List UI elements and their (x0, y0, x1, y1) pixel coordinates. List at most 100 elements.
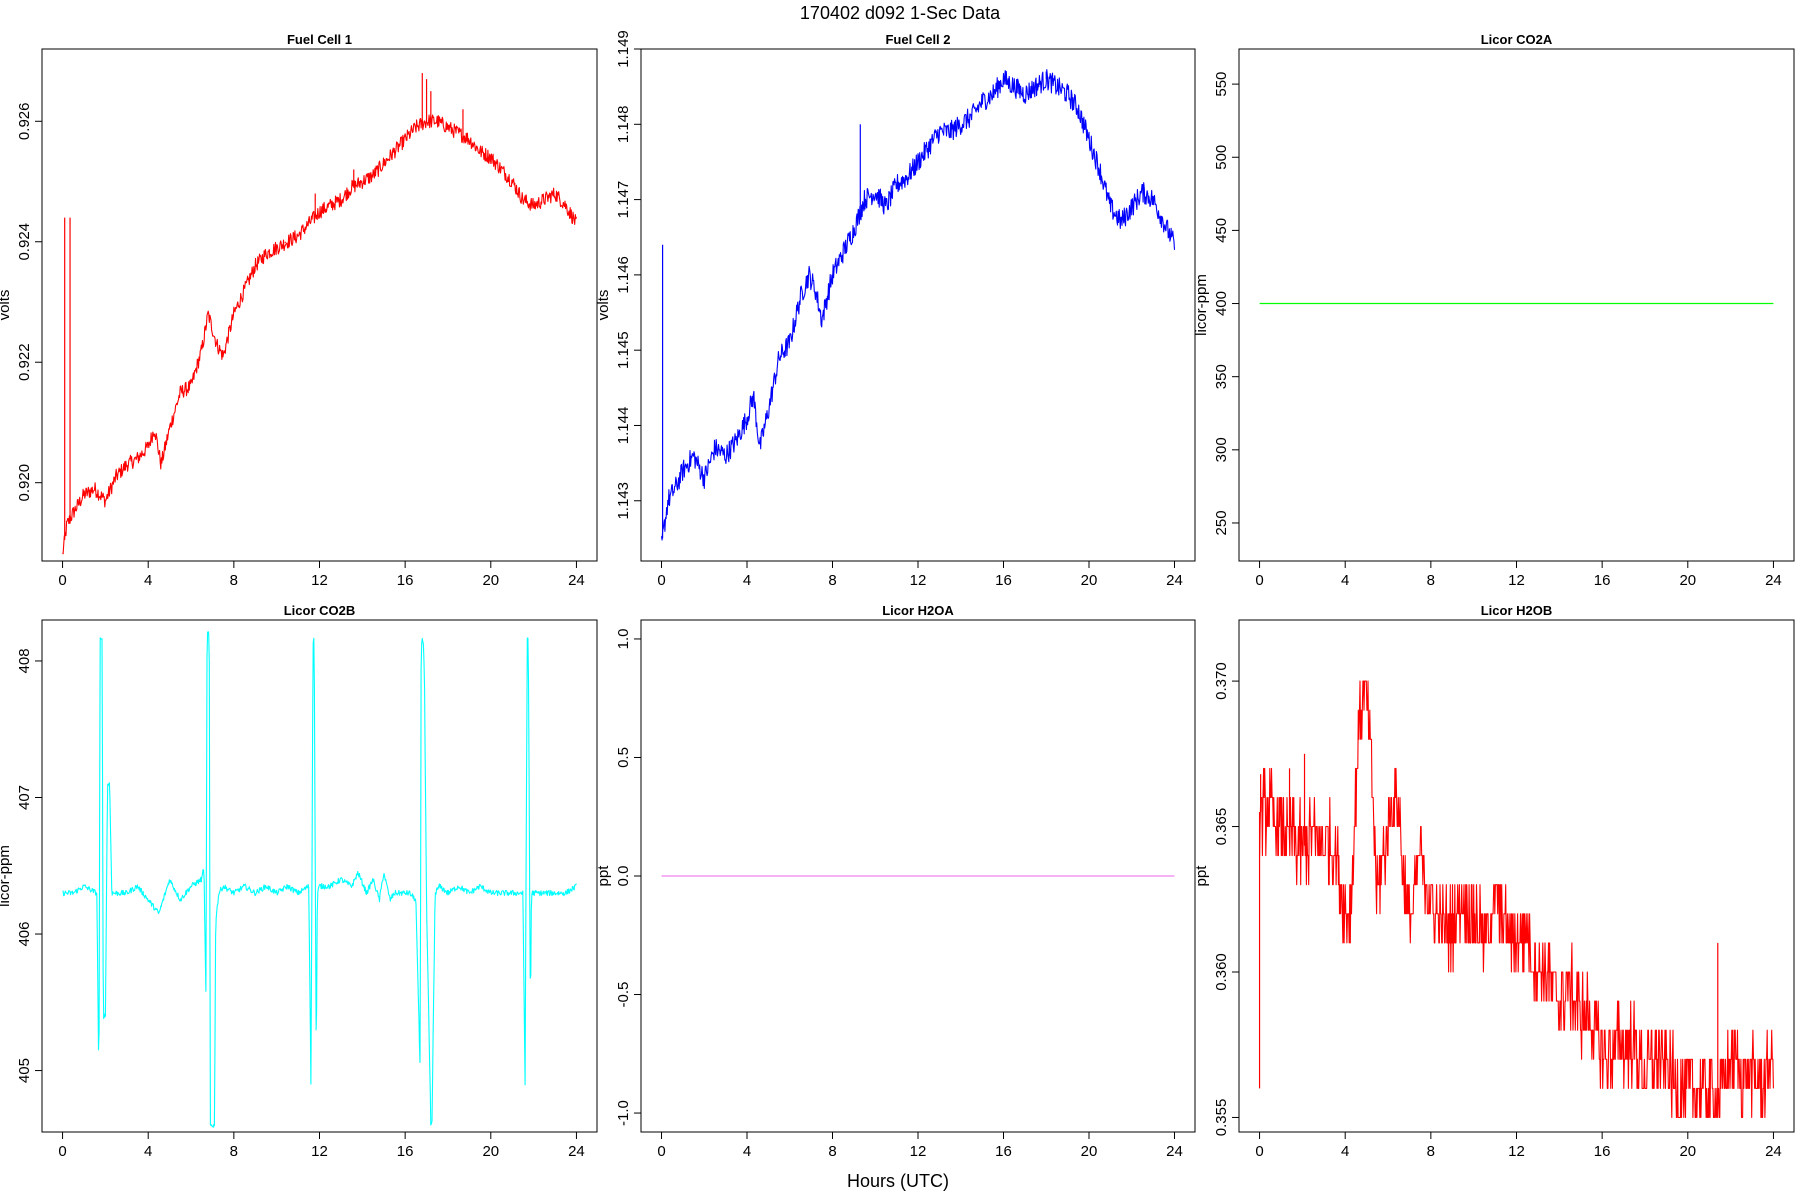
y-tick-label: 550 (1213, 72, 1230, 97)
x-tick-label: 12 (311, 1143, 328, 1160)
x-tick-label: 0 (1255, 1143, 1263, 1160)
x-tick-label: 8 (230, 572, 238, 589)
y-tick-label: 1.146 (615, 256, 632, 294)
panel-title: Licor H2OB (1481, 603, 1553, 618)
x-tick-label: 12 (311, 572, 328, 589)
y-axis-label: volts (0, 290, 13, 321)
y-tick-label: 0.924 (16, 223, 33, 261)
x-tick-label: 4 (1341, 572, 1349, 589)
y-tick-label: 400 (1213, 291, 1230, 316)
x-tick-label: 12 (1508, 572, 1525, 589)
panel-title: Licor CO2A (1481, 32, 1553, 47)
y-tick-label: -1.0 (615, 1100, 632, 1126)
panel-title: Licor CO2B (284, 603, 356, 618)
x-tick-label: 0 (657, 1143, 665, 1160)
series-line (62, 631, 577, 1128)
x-tick-label: 16 (397, 572, 414, 589)
plot-frame (1238, 48, 1795, 562)
y-axis-label: ppt (595, 865, 612, 887)
y-tick-label: 450 (1213, 218, 1230, 243)
y-tick-label: 407 (16, 785, 33, 810)
plot-frame (1238, 619, 1795, 1133)
x-tick-label: 4 (144, 572, 152, 589)
x-tick-label: 16 (1594, 572, 1611, 589)
y-tick-label: 1.0 (615, 629, 632, 650)
x-tick-label: 8 (828, 572, 836, 589)
y-tick-label: 0.365 (1213, 808, 1230, 846)
x-tick-label: 12 (910, 1143, 927, 1160)
panel-licor-co2b: Licor CO2B licor-ppm 0 4 8 12 16 20 24 405 406 40… (0, 603, 598, 1160)
x-tick-label: 4 (743, 1143, 751, 1160)
panel-fuel-cell-1: Fuel Cell 1 volts 0 4 8 12 16 20 24 0.920 0.922 0… (0, 32, 598, 589)
panel-title: Licor H2OA (882, 603, 954, 618)
y-tick-label: -0.5 (615, 982, 632, 1008)
x-tick-label: 4 (144, 1143, 152, 1160)
x-tick-label: 8 (230, 1143, 238, 1160)
x-tick-label: 4 (743, 572, 751, 589)
x-tick-label: 24 (568, 572, 585, 589)
x-tick-label: 20 (1081, 1143, 1098, 1160)
x-tick-label: 0 (58, 1143, 66, 1160)
y-tick-label: 300 (1213, 437, 1230, 462)
x-tick-label: 8 (1427, 1143, 1435, 1160)
x-tick-label: 20 (1679, 1143, 1696, 1160)
x-tick-label: 16 (397, 1143, 414, 1160)
x-tick-label: 24 (1765, 1143, 1782, 1160)
y-tick-label: 406 (16, 922, 33, 947)
panel-licor-co2a: Licor CO2A licor-ppm 0 4 8 12 16 20 24 250 300 35… (1193, 32, 1795, 589)
y-tick-label: 250 (1213, 510, 1230, 535)
y-tick-label: 408 (16, 648, 33, 673)
x-tick-label: 8 (1427, 572, 1435, 589)
y-tick-label: 1.149 (615, 30, 632, 68)
panel-title: Fuel Cell 1 (287, 32, 352, 47)
x-tick-label: 16 (995, 1143, 1012, 1160)
x-tick-label: 20 (482, 572, 499, 589)
x-tick-label: 16 (995, 572, 1012, 589)
y-tick-label: 0.0 (615, 866, 632, 887)
y-tick-label: 1.145 (615, 331, 632, 369)
y-tick-label: 0.926 (16, 103, 33, 141)
x-tick-label: 20 (482, 1143, 499, 1160)
x-axis-label: Hours (UTC) (847, 1171, 949, 1191)
x-tick-label: 24 (1765, 572, 1782, 589)
y-tick-label: 1.148 (615, 106, 632, 144)
y-tick-label: 500 (1213, 145, 1230, 170)
panel-licor-h2ob: Licor H2OB ppt 0 4 8 12 16 20 24 0.355 0.360 0.36… (1193, 603, 1795, 1160)
y-tick-label: 350 (1213, 364, 1230, 389)
y-tick-label: 0.355 (1213, 1099, 1230, 1137)
x-tick-label: 20 (1081, 572, 1098, 589)
y-tick-label: 1.143 (615, 482, 632, 520)
x-tick-label: 0 (58, 572, 66, 589)
y-tick-label: 0.5 (615, 747, 632, 768)
x-tick-label: 24 (1166, 572, 1183, 589)
panel-licor-h2oa: Licor H2OA ppt 0 4 8 12 16 20 24 -1.0 -0.5 0.0 0.5… (595, 603, 1196, 1160)
y-axis-label: licor-ppm (0, 845, 13, 907)
y-tick-label: 1.147 (615, 181, 632, 219)
y-axis-label: licor-ppm (1193, 274, 1210, 336)
y-tick-label: 1.144 (615, 407, 632, 445)
y-tick-label: 405 (16, 1058, 33, 1083)
series-line (62, 114, 577, 555)
y-axis-label: volts (595, 290, 612, 321)
y-axis-label: ppt (1193, 865, 1210, 887)
plot-frame (41, 48, 598, 562)
x-tick-label: 0 (657, 572, 665, 589)
x-tick-label: 16 (1594, 1143, 1611, 1160)
plot-frame (640, 48, 1196, 562)
y-tick-label: 0.370 (1213, 662, 1230, 700)
x-tick-label: 8 (828, 1143, 836, 1160)
panel-fuel-cell-2: Fuel Cell 2 volts 0 4 8 12 16 20 24 1.143 1.144 1… (595, 30, 1196, 589)
y-tick-label: 0.922 (16, 343, 33, 381)
x-tick-label: 20 (1679, 572, 1696, 589)
figure-title: 170402 d092 1-Sec Data (800, 3, 1001, 23)
series-line (660, 69, 1176, 541)
x-tick-label: 4 (1341, 1143, 1349, 1160)
x-tick-label: 0 (1255, 572, 1263, 589)
x-tick-label: 12 (910, 572, 927, 589)
x-tick-label: 12 (1508, 1143, 1525, 1160)
y-tick-label: 0.360 (1213, 953, 1230, 991)
plot-frame (41, 619, 598, 1133)
panel-title: Fuel Cell 2 (885, 32, 950, 47)
series-line (1259, 680, 1774, 1119)
